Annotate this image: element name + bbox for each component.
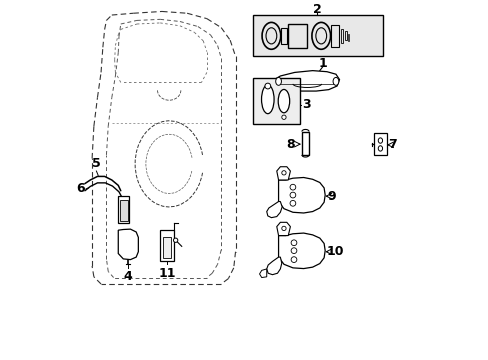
Bar [281,28,286,44]
Ellipse shape [378,146,382,151]
Text: 11: 11 [158,267,175,280]
Text: 3: 3 [302,98,310,111]
Polygon shape [118,229,138,260]
Bar [253,78,300,125]
Polygon shape [276,222,290,235]
Ellipse shape [281,115,285,120]
Ellipse shape [173,238,178,242]
Bar [253,15,382,56]
Polygon shape [259,269,266,278]
Ellipse shape [262,22,280,49]
Polygon shape [266,202,282,218]
Bar [347,34,348,41]
Polygon shape [266,257,281,275]
Bar [344,31,346,40]
Ellipse shape [290,248,296,253]
Ellipse shape [281,226,285,230]
Bar [301,132,308,155]
Polygon shape [276,167,290,180]
Polygon shape [278,177,325,213]
Bar [330,25,339,46]
Ellipse shape [290,240,296,246]
Bar [118,196,129,223]
Ellipse shape [290,257,296,262]
Ellipse shape [275,77,281,85]
Ellipse shape [264,83,270,89]
Bar [340,29,343,43]
Ellipse shape [289,184,295,190]
Ellipse shape [289,192,295,198]
Ellipse shape [315,28,326,44]
Text: 9: 9 [326,190,335,203]
Bar [120,200,127,221]
Text: 6: 6 [76,183,85,195]
Text: 5: 5 [92,157,101,170]
Ellipse shape [289,201,295,206]
Text: 4: 4 [123,270,132,283]
Ellipse shape [378,138,382,143]
Ellipse shape [278,89,289,113]
Bar [160,230,174,261]
Ellipse shape [281,171,285,175]
Bar [163,237,170,258]
Ellipse shape [261,85,274,114]
Polygon shape [269,71,339,91]
Text: 8: 8 [285,138,294,150]
Text: 7: 7 [387,138,396,151]
Ellipse shape [332,77,338,85]
Ellipse shape [265,28,276,44]
Text: 10: 10 [326,245,344,258]
Bar [287,24,306,48]
Text: 2: 2 [312,3,321,16]
Ellipse shape [311,22,330,49]
Text: 1: 1 [318,57,327,70]
Bar [373,134,386,155]
Polygon shape [278,233,325,269]
